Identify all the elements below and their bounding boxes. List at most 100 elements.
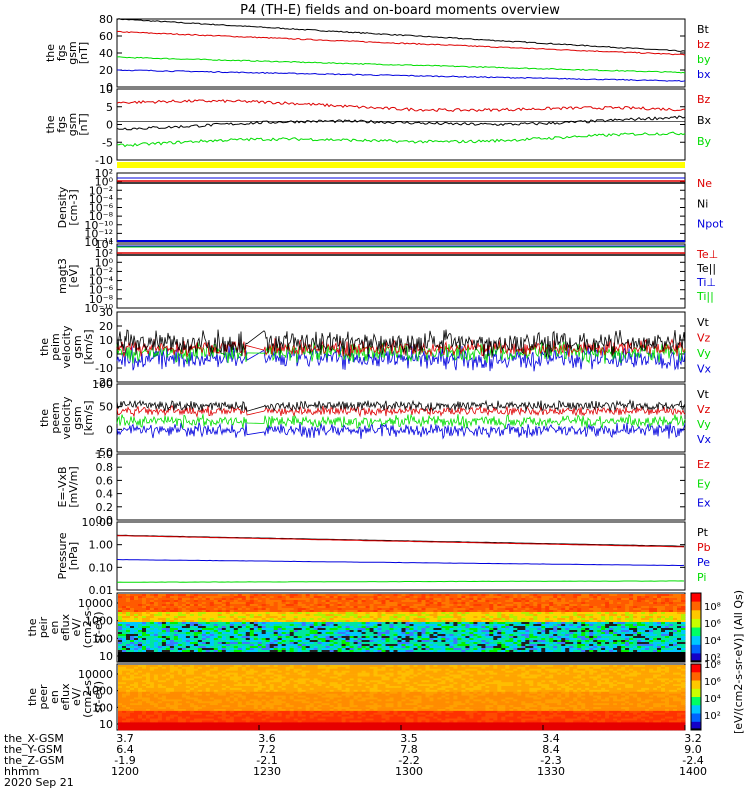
y-tick-label: 10⁻¹² [84, 227, 113, 240]
spectrogram-cell [126, 636, 131, 639]
spectrogram-cell [509, 646, 514, 649]
spectrogram-cell [149, 604, 155, 607]
spectrogram-cell [477, 646, 482, 649]
spectrogram-cell [381, 658, 386, 661]
series-Bt [116, 18, 686, 52]
spectrogram-cell [661, 594, 666, 597]
spectrogram-cell [521, 636, 526, 639]
spectrogram-cell [385, 596, 390, 599]
spectrogram-cell [138, 638, 143, 641]
spectrogram-cell [489, 634, 494, 637]
spectrogram-cell [481, 614, 486, 617]
spectrogram-cell [621, 618, 626, 621]
spectrogram-cell [201, 650, 207, 653]
spectrogram-cell [477, 632, 482, 635]
spectrogram-cell [381, 616, 386, 619]
spectrogram-cell [138, 640, 143, 643]
spectrogram-cell [649, 614, 654, 617]
spectrogram-cell [521, 616, 526, 619]
spectrogram-cell [473, 600, 478, 603]
spectrogram-cell [573, 618, 578, 621]
spectrogram-cell [341, 612, 346, 615]
y-tick-label: 5 [106, 101, 113, 114]
spectrogram-cell [653, 624, 658, 627]
spectrogram-cell [617, 610, 622, 613]
spectrogram-cell [657, 656, 662, 659]
spectrogram-cell [629, 596, 634, 599]
spectrogram-cell [657, 594, 662, 597]
spectrogram-cell [245, 596, 251, 599]
spectrogram-cell [541, 644, 546, 647]
spectrogram-cell [653, 654, 658, 657]
spectrogram-cell [629, 644, 634, 647]
spectrogram-cell [649, 646, 654, 649]
spectrogram-cell [177, 622, 183, 625]
spectrogram-cell [261, 628, 267, 631]
spectrogram-cell [169, 648, 175, 651]
spectrogram-cell [385, 642, 390, 645]
spectrogram-cell [533, 626, 538, 629]
spectrogram-cell [433, 654, 438, 657]
spectrogram-cell [325, 614, 330, 617]
spectrogram-cell [142, 608, 147, 611]
spectrogram-cell [497, 656, 502, 659]
spectrogram-cell [177, 628, 183, 631]
spectrogram-cell [221, 598, 227, 601]
spectrogram-cell [441, 654, 446, 657]
spectrogram-cell [589, 612, 594, 615]
spectrogram-cell [325, 636, 330, 639]
spectrogram-cell [465, 648, 470, 651]
spectrogram-cell [221, 634, 227, 637]
spectrogram-cell [457, 620, 462, 623]
spectrogram-cell [533, 618, 538, 621]
spectrogram-cell [249, 658, 255, 661]
spectrogram-cell [393, 642, 398, 645]
spectrogram-cell [265, 638, 271, 641]
spectrogram-cell [381, 620, 386, 623]
y-tick-label: 0.0 [96, 514, 114, 527]
spectrogram-cell [457, 598, 462, 601]
spectrogram-cell [417, 644, 422, 647]
spectrogram-cell [329, 628, 334, 631]
spectrogram-cell [629, 610, 634, 613]
spectrogram-cell [669, 622, 674, 625]
spectrogram-cell [361, 598, 366, 601]
spectrogram-cell [345, 642, 350, 645]
spectrogram-cell [417, 616, 422, 619]
spectrogram-cell [142, 654, 147, 657]
spectrogram-cell [477, 652, 482, 655]
spectrogram-cell [585, 656, 590, 659]
spectrogram-cell [609, 596, 614, 599]
spectrogram-cell [433, 614, 438, 617]
spectrogram-cell [617, 630, 622, 633]
spectrogram-cell [425, 656, 430, 659]
spectrogram-cell [177, 604, 183, 607]
spectrogram-cell [265, 644, 271, 647]
spectrogram-cell [553, 624, 558, 627]
spectrogram-cell [493, 640, 498, 643]
spectrogram-cell [601, 622, 606, 625]
spectrogram-cell [397, 606, 402, 609]
spectrogram-cell [601, 658, 606, 661]
spectrogram-cell [437, 610, 442, 613]
spectrogram-cell [229, 632, 235, 635]
spectrogram-cell [177, 640, 183, 643]
spectrogram-cell [385, 652, 390, 655]
spectrogram-cell [613, 658, 618, 661]
spectrogram-cell [325, 594, 330, 597]
spectrogram-cell [329, 616, 334, 619]
spectrogram-cell [545, 646, 550, 649]
spectrogram-cell [122, 630, 127, 633]
spectrogram-cell [533, 656, 538, 659]
spectrogram-cell [605, 648, 610, 651]
spectrogram-cell [193, 642, 199, 645]
spectrogram-cell [553, 634, 558, 637]
spectrogram-cell [249, 604, 255, 607]
spectrogram-cell [617, 612, 622, 615]
spectrogram-cell [681, 610, 686, 613]
spectrogram-cell [353, 612, 358, 615]
spectrogram-cell [217, 602, 223, 605]
spectrogram-cell [337, 622, 342, 625]
spectrogram-cell [277, 648, 283, 651]
spectrogram-cell [297, 614, 303, 617]
